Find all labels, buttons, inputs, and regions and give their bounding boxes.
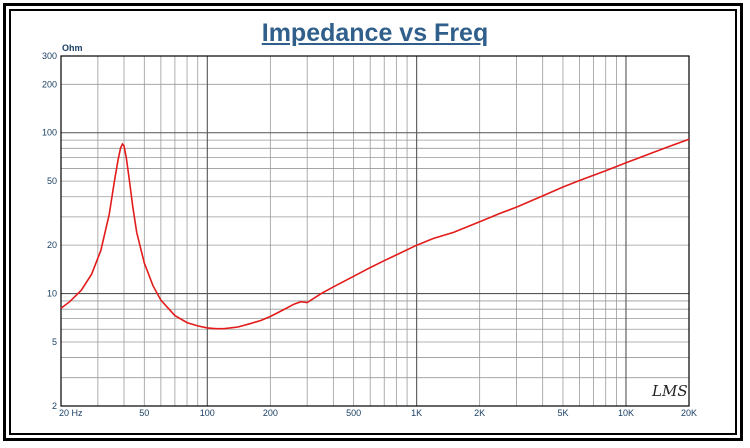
x-tick-label: 1K: [411, 408, 422, 418]
x-tick-label: 50: [139, 408, 149, 418]
y-tick-labels: 300 200 100 50 20 10 5 2: [42, 51, 57, 411]
grid-minor: [60, 55, 690, 407]
outer-frame: [3, 3, 743, 441]
x-tick-label: 200: [263, 408, 278, 418]
y-tick-label: 2: [52, 401, 57, 411]
y-tick-label: 100: [42, 128, 57, 138]
x-tick-label: 10K: [618, 408, 634, 418]
plot-border: [60, 55, 690, 407]
y-tick-label: 200: [42, 79, 57, 89]
x-tick-labels: 20 Hz 50 100 200 500 1K 2K 5K 10K 20K: [59, 408, 697, 418]
y-tick-label: 20: [47, 240, 57, 250]
grid-major: [61, 56, 689, 406]
x-tick-label: 100: [200, 408, 215, 418]
x-tick-label: 2K: [474, 408, 485, 418]
x-tick-label: 5K: [557, 408, 568, 418]
x-tick-label: 500: [346, 408, 361, 418]
y-tick-label: 5: [52, 337, 57, 347]
y-axis-label: Ohm: [62, 43, 83, 53]
chart-title: Impedance vs Freq: [261, 19, 489, 47]
inner-frame: [9, 9, 737, 435]
y-tick-label: 50: [47, 176, 57, 186]
signature-logo: LMS: [651, 382, 688, 400]
y-tick-label: 10: [47, 289, 57, 299]
x-tick-label: 20 Hz: [59, 408, 83, 418]
x-tick-label: 20K: [681, 408, 697, 418]
y-tick-label: 300: [42, 51, 57, 61]
series-line-impedance: [60, 138, 690, 330]
